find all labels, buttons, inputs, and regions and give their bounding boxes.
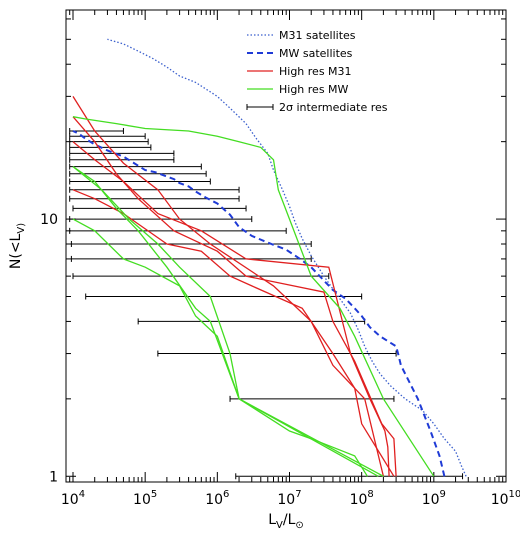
series-line: [72, 218, 379, 477]
y-axis-label: N(<LV)​: [8, 223, 27, 269]
errorbar: [137, 318, 366, 325]
legend-label: 2σ intermediate res: [279, 101, 388, 114]
series-line: [72, 141, 390, 477]
errorbar: [235, 473, 464, 480]
x-tick-label: 109: [422, 489, 446, 508]
x-tick-label: 104: [61, 489, 85, 508]
y-axis-ticks: 1 10: [40, 18, 506, 485]
errorbar: [69, 195, 240, 202]
x-tick-label: 106: [205, 489, 229, 508]
series-line: [72, 116, 435, 477]
errorbar: [72, 273, 330, 280]
legend-label: MW satellites: [279, 47, 353, 60]
x-tick-label: 1010: [491, 489, 520, 508]
legend-label: High res M31: [279, 65, 352, 78]
errorbar: [72, 205, 247, 212]
errorbar: [85, 293, 363, 300]
errorbar: [69, 128, 124, 135]
errorbar: [69, 138, 149, 145]
errorbar: [69, 163, 202, 170]
legend-entry: M31 satellites: [247, 29, 356, 42]
series-line: [72, 96, 385, 477]
legend-entry: MW satellites: [247, 47, 353, 60]
plot-frame: [65, 9, 507, 483]
legend-label: M31 satellites: [279, 29, 356, 42]
x-tick-label: 107: [277, 489, 301, 508]
errorbar: [157, 350, 397, 357]
x-tick-label: 108: [350, 489, 374, 508]
legend-entry: High res M31: [247, 65, 352, 78]
errorbar: [69, 178, 211, 185]
errorbar: [69, 156, 175, 163]
y-tick-label: 1: [49, 469, 58, 485]
x-tick-label: 105: [133, 489, 157, 508]
errorbar: [69, 144, 152, 151]
series-lines: [72, 38, 467, 477]
errorbar: [229, 395, 395, 402]
y-tick-label: 10: [40, 212, 58, 228]
legend: M31 satellites MW satellites High res M31 H…: [246, 29, 388, 114]
legend-label: High res MW: [279, 83, 349, 96]
errorbar: [69, 227, 287, 234]
series-line: [107, 38, 467, 477]
errorbar: [70, 255, 312, 262]
legend-entry: High res MW: [247, 83, 349, 96]
legend-entry: 2σ intermediate res: [246, 101, 388, 114]
plot-area: [65, 9, 507, 483]
x-axis-ticks: 104 105 106 107 108 109 1010: [61, 10, 520, 508]
errorbar: [69, 186, 240, 193]
x-axis-label: LV​/L⊙​: [268, 512, 304, 531]
series-line: [72, 130, 446, 477]
errorbar-group: [69, 128, 464, 480]
axis-labels: LV​/L⊙​ N(<LV)​: [8, 223, 304, 531]
